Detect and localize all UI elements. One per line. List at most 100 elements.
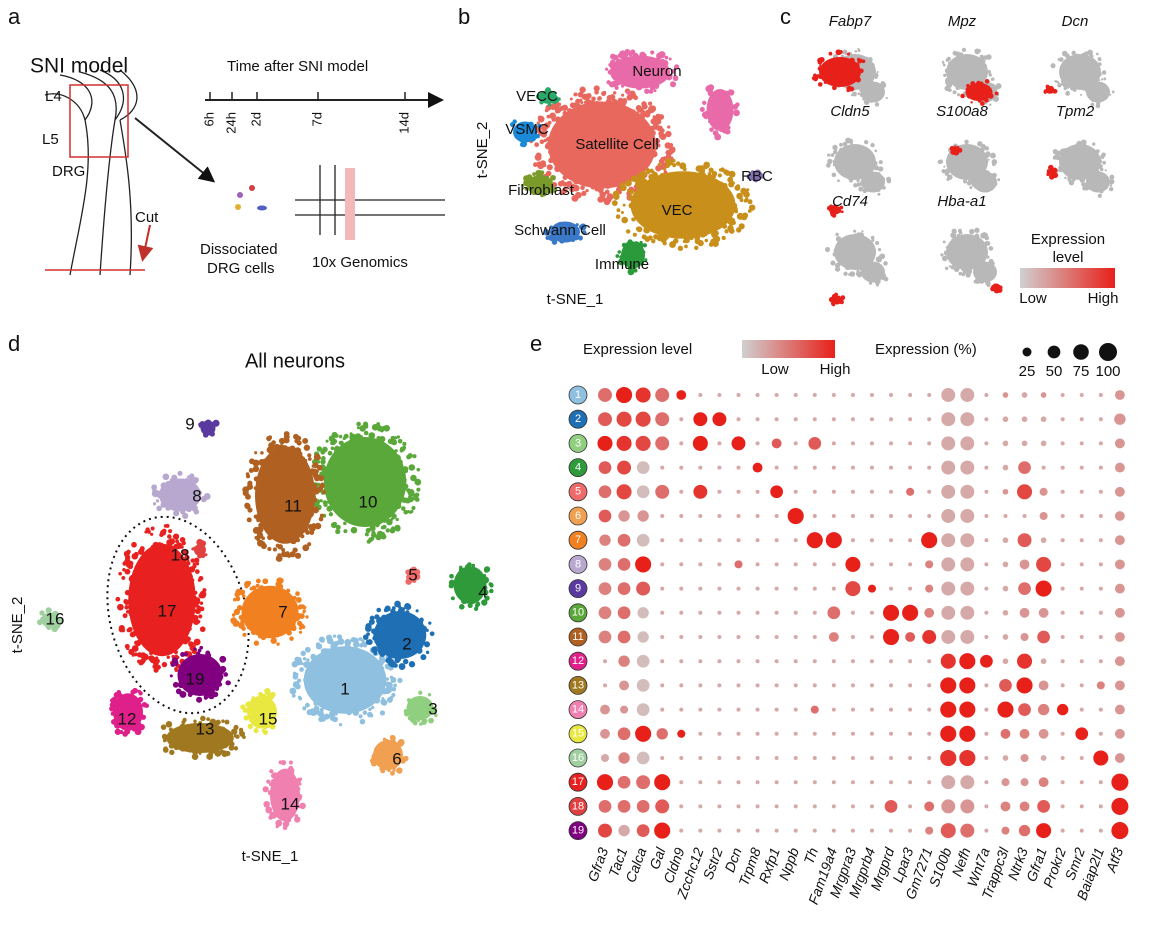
cell-dot (548, 149, 554, 155)
cell-dot (148, 572, 152, 576)
cell-dot (863, 99, 870, 105)
cell-dot (306, 658, 310, 662)
cell-dot (296, 435, 302, 441)
cell-dot (140, 653, 147, 660)
cell-dot (386, 518, 393, 526)
cell-dot (623, 162, 630, 169)
expression-dot (637, 631, 649, 643)
expression-dot (679, 755, 684, 761)
expression-dot (1111, 773, 1129, 791)
cell-dot (555, 227, 562, 234)
cell-dot (699, 219, 706, 225)
expression-dot (1002, 658, 1009, 665)
expression-dot (850, 634, 855, 640)
expression-dot (1036, 556, 1052, 572)
expression-dot (831, 707, 836, 712)
cell-dot (262, 729, 268, 735)
expression-dot (831, 828, 836, 833)
expression-dot (717, 392, 722, 398)
expression-dot (869, 683, 874, 688)
cell-dot (654, 147, 658, 151)
expression-dot (1111, 797, 1129, 815)
cell-dot (318, 711, 325, 718)
cell-dot (698, 167, 706, 175)
cell-dot (335, 695, 340, 700)
cell-dot (340, 660, 346, 666)
cell-dot (183, 484, 191, 492)
size-legend-label: 100 (1095, 363, 1120, 380)
row-badge (568, 821, 588, 840)
cell-dot (594, 120, 599, 125)
cell-dot (276, 792, 282, 798)
gene-label: Tpm2 (1056, 103, 1095, 120)
cell-dot (958, 79, 961, 82)
cell-dot (1046, 172, 1050, 177)
expression-dot (755, 780, 760, 785)
cell-dot (305, 702, 310, 708)
cell-dot (675, 161, 681, 166)
expression-dot (793, 586, 798, 591)
cell-dot (482, 573, 487, 578)
cell-dot (531, 178, 537, 184)
expression-dot (827, 606, 841, 620)
cell-dot (685, 175, 692, 182)
cell-dot (543, 138, 547, 143)
cell-dot (255, 578, 261, 584)
cell-dot (173, 743, 180, 751)
cell-dot (1097, 91, 1103, 97)
expression-dot (960, 460, 975, 475)
cell-dot (683, 236, 690, 244)
cell-dot (1092, 142, 1096, 146)
cell-dot (379, 689, 385, 695)
cell-dot (167, 649, 173, 654)
cell-dot (947, 154, 951, 158)
cell-dot (294, 814, 299, 818)
cell-dot (276, 619, 282, 625)
cell-dot (840, 153, 846, 160)
cell-dot (262, 458, 267, 463)
expression-dot (960, 436, 975, 451)
expression-dot (752, 462, 763, 473)
cell-dot (258, 635, 262, 639)
cell-dot (853, 154, 859, 160)
expression-dot (889, 586, 894, 591)
cell-dot (175, 559, 180, 564)
cell-dot (352, 492, 358, 498)
cell-dot (489, 588, 494, 594)
cell-dot (828, 68, 834, 74)
cell-dot (39, 610, 45, 616)
cell-dot (173, 633, 181, 641)
cell-dot (676, 183, 684, 190)
cell-dot (556, 143, 562, 149)
expression-dot (1019, 728, 1030, 739)
cell-dot (124, 568, 131, 575)
arrow (134, 117, 216, 183)
cell-dot (427, 693, 432, 697)
cell-dot (168, 743, 175, 749)
cell-dot (974, 227, 980, 233)
cell-dot (656, 70, 660, 74)
cell-dot (962, 268, 969, 274)
cell-dot (302, 610, 306, 614)
cell-dot (337, 686, 343, 692)
cell-dot (346, 509, 351, 514)
expression-dot (660, 707, 665, 712)
expression-dot (636, 751, 650, 765)
cell-dot (169, 598, 176, 606)
cell-dot (122, 731, 128, 737)
size-legend-dot (1099, 343, 1117, 361)
cell-dot (467, 602, 473, 608)
expression-dot (635, 725, 652, 742)
cell-dot (187, 611, 191, 616)
expression-dot (869, 465, 874, 470)
expression-dot (812, 586, 817, 591)
cell-dot (750, 170, 755, 174)
expression-dot (1114, 511, 1125, 521)
expression-dot (940, 653, 956, 669)
cell-dot (133, 629, 140, 636)
expression-dot (1019, 559, 1030, 570)
size-legend-dot (1047, 345, 1061, 359)
cell-dot (314, 522, 322, 530)
cell-dot (956, 93, 961, 97)
cell-dot (851, 240, 855, 244)
